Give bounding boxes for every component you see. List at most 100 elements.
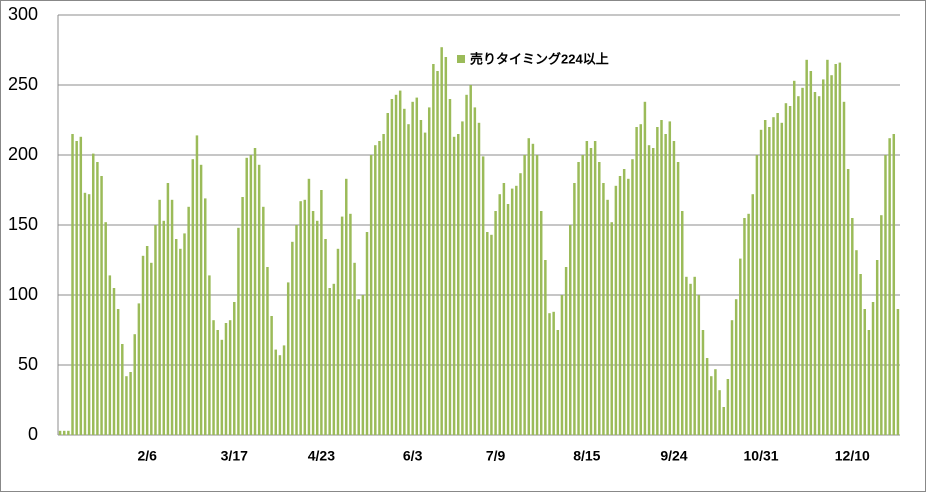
- bar: [734, 299, 738, 435]
- bar: [320, 190, 323, 435]
- x-tick-label: 6/3: [403, 448, 423, 464]
- bar: [473, 107, 477, 436]
- x-tick-label: 8/15: [573, 448, 600, 464]
- bar: [394, 94, 398, 436]
- bar: [689, 283, 692, 435]
- bar: [817, 96, 821, 435]
- bar: [133, 334, 136, 435]
- bar: [141, 255, 145, 435]
- bar: [581, 155, 584, 435]
- bar: [461, 121, 464, 436]
- bar: [315, 220, 319, 435]
- bar: [469, 85, 472, 435]
- bar: [108, 275, 112, 435]
- bar: [357, 299, 360, 435]
- x-tick-label: 12/10: [835, 448, 870, 464]
- bar: [739, 258, 742, 435]
- bar: [548, 313, 551, 435]
- bar: [755, 155, 759, 435]
- bar: [788, 106, 792, 435]
- bar: [137, 303, 141, 435]
- y-tick-label: 300: [8, 4, 38, 24]
- bar: [423, 132, 427, 435]
- bar: [75, 141, 78, 435]
- bar: [444, 57, 448, 435]
- bar: [705, 358, 709, 435]
- y-tick-label: 0: [28, 424, 38, 444]
- bar: [303, 199, 307, 435]
- bar: [672, 141, 676, 435]
- bar: [162, 220, 166, 435]
- bar: [813, 92, 817, 435]
- bar: [183, 233, 186, 435]
- bar: [170, 199, 174, 435]
- bar: [618, 176, 622, 435]
- bar: [622, 169, 626, 435]
- bar: [220, 339, 224, 435]
- y-tick-label: 50: [18, 354, 38, 374]
- bar: [797, 96, 800, 435]
- bar: [822, 79, 825, 436]
- y-tick-label: 250: [8, 74, 38, 94]
- bar: [585, 141, 589, 435]
- bar: [685, 276, 688, 435]
- bar: [606, 199, 609, 435]
- bar: [195, 135, 199, 435]
- bar: [751, 194, 754, 435]
- bar: [477, 122, 481, 436]
- bar: [361, 295, 365, 435]
- bar: [680, 211, 684, 435]
- bar: [270, 316, 273, 435]
- x-tick-label: 10/31: [744, 448, 779, 464]
- bar: [635, 127, 638, 435]
- bar: [96, 162, 99, 435]
- bar: [125, 376, 128, 435]
- bar: [324, 239, 327, 435]
- bar: [145, 246, 149, 435]
- bar: [411, 101, 414, 436]
- bar: [440, 47, 443, 435]
- bar: [519, 173, 522, 435]
- bar: [515, 185, 518, 435]
- bar: [465, 94, 468, 436]
- bar: [266, 267, 269, 435]
- bar: [846, 169, 850, 435]
- bar: [859, 274, 862, 435]
- bar: [398, 90, 402, 435]
- bar: [299, 201, 302, 435]
- bar: [830, 75, 833, 435]
- x-tick-label: 4/23: [308, 448, 335, 464]
- bar: [805, 59, 808, 436]
- bar: [871, 302, 875, 435]
- bar: [668, 121, 672, 436]
- bar: [58, 430, 62, 435]
- bar: [502, 183, 506, 435]
- bar: [253, 148, 257, 435]
- bar: [336, 248, 340, 435]
- bar: [241, 197, 244, 435]
- bar: [842, 101, 846, 436]
- x-tick-label: 2/6: [137, 448, 157, 464]
- bar: [776, 113, 779, 435]
- bar: [216, 330, 219, 435]
- bar: [539, 211, 543, 435]
- bar: [307, 178, 311, 436]
- bar: [614, 185, 618, 435]
- bar: [880, 215, 883, 435]
- bar: [457, 134, 460, 435]
- bar: [481, 156, 485, 435]
- bar: [432, 64, 435, 435]
- bar: [340, 216, 344, 435]
- bar: [87, 194, 91, 435]
- bar: [498, 194, 501, 435]
- bar: [892, 134, 896, 435]
- y-tick-label: 150: [8, 214, 38, 234]
- bar: [697, 295, 701, 435]
- bar: [598, 162, 601, 435]
- bar: [349, 213, 352, 435]
- bar: [369, 155, 373, 435]
- bar: [262, 206, 265, 435]
- bar: [560, 295, 564, 435]
- bar: [104, 222, 107, 435]
